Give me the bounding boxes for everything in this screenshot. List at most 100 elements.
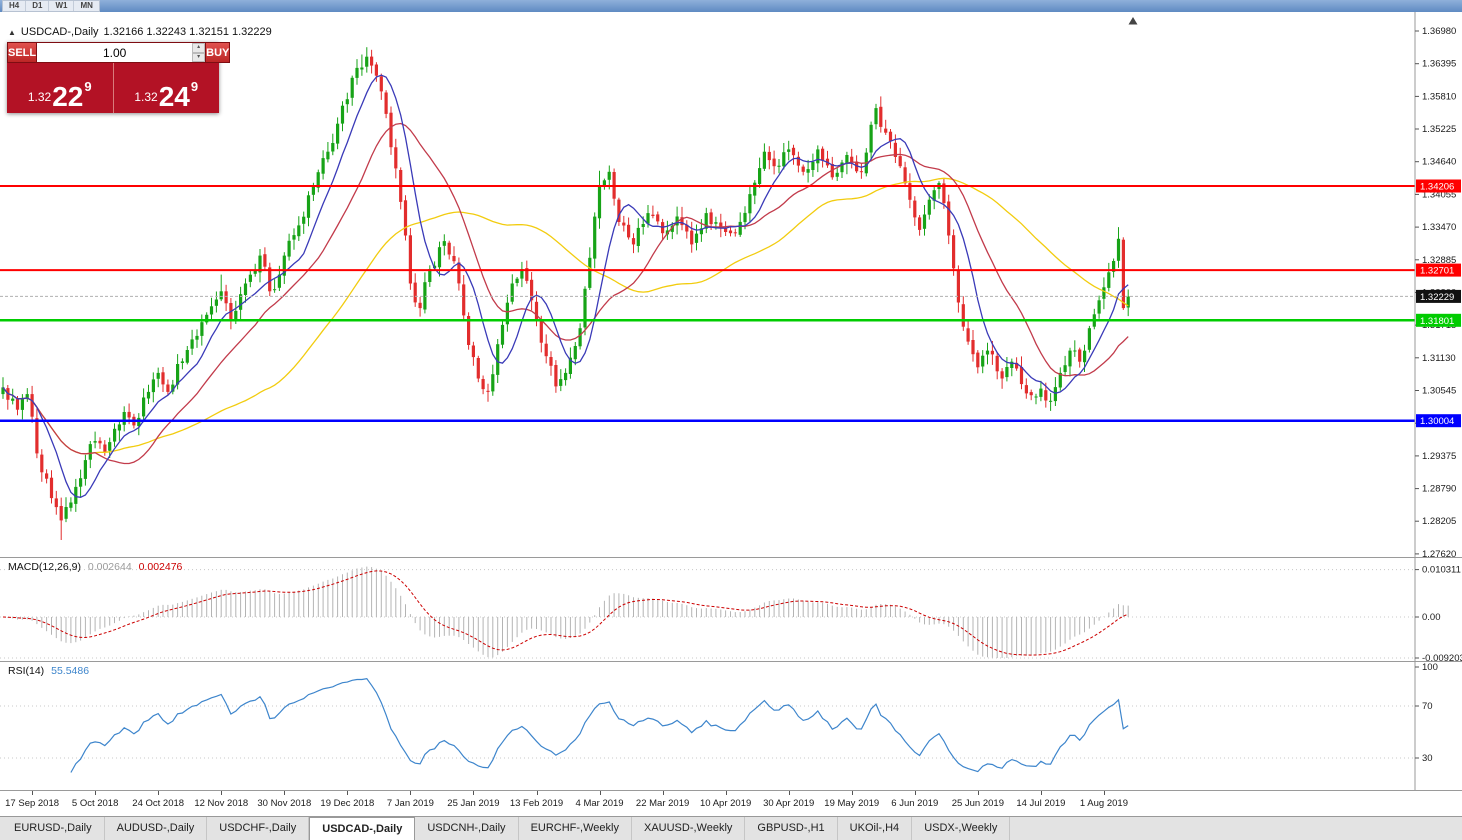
date-label: 19 May 2019 bbox=[824, 798, 880, 809]
candles-layer bbox=[1, 47, 1130, 540]
price-axis-label: 1.27620 bbox=[1422, 549, 1456, 557]
chart-symbol-text: USDCAD-,Daily bbox=[20, 26, 99, 38]
macd-panel[interactable]: 0.010311 0.00 -0.009203 bbox=[0, 557, 1462, 661]
tab-xauusd-weekly[interactable]: XAUUSD-,Weekly bbox=[632, 817, 746, 840]
price-axis-label: 1.28205 bbox=[1422, 516, 1456, 527]
timeframe-button-w1[interactable]: W1 bbox=[49, 1, 75, 11]
top-toolbar: H4 D1 W1 MN bbox=[0, 0, 1462, 12]
macd-histogram bbox=[7, 566, 1129, 658]
date-axis: 17 Sep 2018 5 Oct 2018 24 Oct 2018 12 Nov 2… bbox=[0, 790, 1462, 816]
volume-control: ▴ ▾ bbox=[37, 42, 206, 63]
date-tick bbox=[347, 791, 349, 795]
buy-price-prefix: 1.32 bbox=[134, 90, 158, 104]
date-tick bbox=[1040, 791, 1042, 795]
date-label: 6 Jun 2019 bbox=[891, 798, 939, 809]
sell-price-prefix: 1.32 bbox=[27, 90, 52, 104]
buy-button[interactable]: BUY bbox=[205, 42, 231, 63]
rsi-line bbox=[70, 677, 1129, 773]
buy-price-pipette: 9 bbox=[190, 79, 199, 94]
date-tick bbox=[599, 791, 601, 795]
date-tick bbox=[32, 791, 34, 795]
date-label: 25 Jan 2019 bbox=[447, 798, 500, 809]
svg-text:1.30004: 1.30004 bbox=[1420, 416, 1454, 427]
price-axis-label: 1.30545 bbox=[1422, 386, 1456, 397]
timeframe-button-d1[interactable]: D1 bbox=[26, 1, 50, 11]
one-click-trading-widget: SELL ▴ ▾ BUY 1.32 22 9 1.32 24 9 bbox=[7, 42, 231, 113]
buy-price-display[interactable]: 1.32 24 9 bbox=[112, 63, 219, 113]
ma-mid-line bbox=[2, 122, 1129, 465]
rsi-axis-label: 100 bbox=[1422, 662, 1438, 673]
timeframe-button-mn[interactable]: MN bbox=[74, 1, 98, 11]
buy-price-pips: 24 bbox=[158, 81, 190, 112]
svg-text:1.31801: 1.31801 bbox=[1420, 316, 1454, 327]
macd-indicator-label: MACD(12,26,9) 0.002644 0.002476 bbox=[8, 561, 182, 573]
date-label: 10 Apr 2019 bbox=[700, 798, 752, 809]
macd-axis-label: 0.00 bbox=[1422, 612, 1441, 623]
rsi-panel[interactable]: 100 70 30 bbox=[0, 661, 1462, 790]
price-axis-label: 1.36980 bbox=[1422, 26, 1456, 37]
chart-title: ▲ USDCAD-,Daily 1.32166 1.32243 1.32151 … bbox=[8, 26, 272, 38]
price-level-badge: 1.34206 bbox=[1416, 179, 1461, 193]
timeframe-button-h4[interactable]: H4 bbox=[3, 1, 27, 11]
price-axis-label: 1.31130 bbox=[1422, 353, 1456, 364]
date-tick bbox=[158, 791, 160, 795]
date-label: 22 Mar 2019 bbox=[635, 798, 690, 809]
macd-axis-label: 0.010311 bbox=[1422, 565, 1461, 576]
volume-input[interactable] bbox=[37, 43, 193, 62]
date-tick bbox=[95, 791, 97, 795]
price-axis-label: 1.35810 bbox=[1422, 91, 1456, 102]
date-label: 30 Apr 2019 bbox=[763, 798, 815, 809]
bottom-tab-bar: EURUSD-,Daily AUDUSD-,Daily USDCHF-,Daily U… bbox=[0, 816, 1462, 840]
volume-spinners: ▴ ▾ bbox=[192, 43, 206, 62]
tab-usdx-weekly[interactable]: USDX-,Weekly bbox=[912, 817, 1011, 840]
sell-price-pips: 22 bbox=[52, 81, 84, 112]
ma-fast-line bbox=[2, 74, 1129, 498]
timeframe-toolbar: H4 D1 W1 MN bbox=[2, 0, 100, 12]
chart-ohlc-text: 1.32166 1.32243 1.32151 1.32229 bbox=[103, 26, 272, 38]
tab-usdchf-daily[interactable]: USDCHF-,Daily bbox=[207, 817, 310, 840]
sell-price-pipette: 9 bbox=[84, 79, 92, 94]
main-chart-svg: 1.36980 1.36395 1.35810 1.35225 1.34640 1.340… bbox=[0, 12, 1461, 557]
date-tick bbox=[536, 791, 538, 795]
date-label: 7 Jan 2019 bbox=[386, 798, 434, 809]
tab-usdcad-daily[interactable]: USDCAD-,Daily bbox=[309, 817, 416, 840]
ma-slow-line bbox=[2, 177, 1129, 455]
date-label: 4 Mar 2019 bbox=[575, 798, 624, 809]
price-level-badge: 1.32701 bbox=[1416, 263, 1461, 277]
rsi-axis-label: 30 bbox=[1422, 753, 1433, 764]
macd-svg: 0.010311 0.00 -0.009203 bbox=[0, 558, 1462, 661]
tab-eurusd-daily[interactable]: EURUSD-,Daily bbox=[2, 817, 105, 840]
tab-eurchf-weekly[interactable]: EURCHF-,Weekly bbox=[519, 817, 632, 840]
tab-audusd-daily[interactable]: AUDUSD-,Daily bbox=[105, 817, 208, 840]
svg-text:1.34206: 1.34206 bbox=[1420, 182, 1454, 193]
price-axis-label: 1.34055 bbox=[1422, 189, 1456, 200]
date-label: 19 Dec 2018 bbox=[320, 798, 375, 809]
volume-up-button[interactable]: ▴ bbox=[192, 43, 206, 53]
rsi-indicator-label: RSI(14) 55.5486 bbox=[8, 665, 89, 677]
price-axis-label: 1.36395 bbox=[1422, 59, 1456, 70]
tab-gbpusd-h1[interactable]: GBPUSD-,H1 bbox=[745, 817, 838, 840]
macd-signal-value: 0.002476 bbox=[138, 561, 183, 573]
price-axis-label: 1.29375 bbox=[1422, 451, 1456, 462]
macd-axis-label: -0.009203 bbox=[1422, 653, 1462, 661]
main-chart-panel[interactable]: 1.36980 1.36395 1.35810 1.35225 1.34640 1.340… bbox=[0, 12, 1462, 557]
date-tick bbox=[662, 791, 664, 795]
tab-usdcnh-daily[interactable]: USDCNH-,Daily bbox=[415, 817, 519, 840]
tab-ukoil-h4[interactable]: UKOil-,H4 bbox=[838, 817, 913, 840]
date-tick bbox=[410, 791, 412, 795]
price-level-badge: 1.31801 bbox=[1416, 313, 1461, 327]
date-tick bbox=[725, 791, 727, 795]
volume-down-button[interactable]: ▾ bbox=[192, 52, 206, 62]
sell-price-display[interactable]: 1.32 22 9 bbox=[7, 63, 113, 113]
sell-button[interactable]: SELL bbox=[7, 42, 38, 63]
macd-name: MACD(12,26,9) bbox=[8, 561, 81, 573]
current-price-badge: 1.32229 bbox=[1416, 289, 1461, 303]
macd-main-value: 0.002644 bbox=[87, 561, 132, 573]
collapse-triangle-icon[interactable]: ▲ bbox=[8, 27, 16, 37]
svg-text:1.32229: 1.32229 bbox=[1420, 292, 1454, 303]
date-tick bbox=[221, 791, 223, 795]
chart-shift-marker-icon[interactable] bbox=[1128, 17, 1138, 25]
price-axis-label: 1.33470 bbox=[1422, 222, 1456, 233]
macd-signal-line bbox=[2, 570, 1129, 656]
